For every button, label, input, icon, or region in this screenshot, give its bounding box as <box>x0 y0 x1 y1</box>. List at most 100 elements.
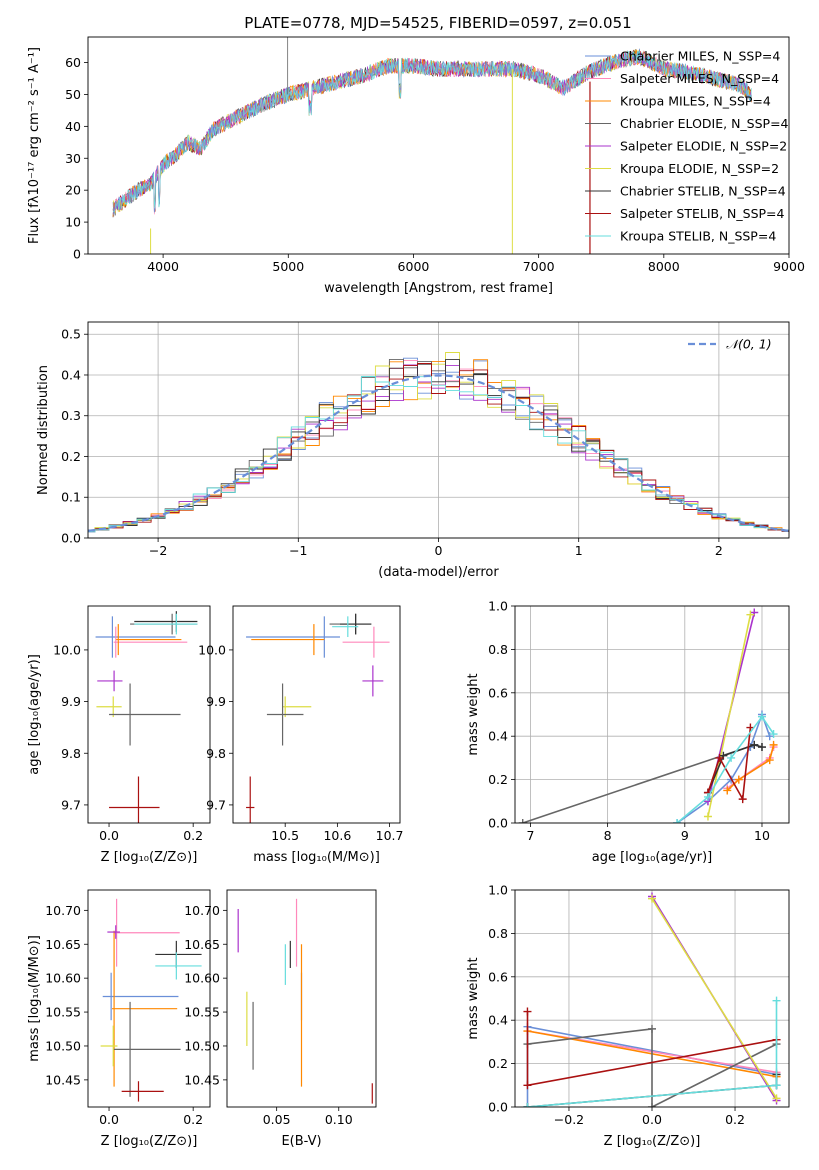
x-axis-label: Z [log₁₀(Z/Z⊙)] <box>604 1134 701 1149</box>
plot-area <box>95 611 198 823</box>
y-tick-label: 10.45 <box>45 1072 81 1087</box>
weight-marker <box>523 1007 532 1016</box>
x-tick-label: 0.05 <box>263 1112 291 1127</box>
x-tick-label: 0.2 <box>183 1112 203 1127</box>
y-tick-label: 0.0 <box>488 1100 508 1115</box>
weight-marker <box>703 812 712 821</box>
legend-label: Kroupa STELIB, N_SSP=4 <box>620 229 776 244</box>
weight-marker <box>648 1103 656 1107</box>
panel-age-vs-Z: 0.0 0.2 9.7 9.8 9.9 10.0 Z [log₁₀(Z/Z⊙)] age [l… <box>27 605 211 865</box>
y-tick-label: 0.8 <box>488 642 508 657</box>
y-tick-label: 9.9 <box>61 694 81 709</box>
panel-weight-vs-age: 7 8 9 10 0.0 0.2 0.4 0.6 0.8 1.0 age [log₁₀(age/yr… <box>466 599 790 865</box>
weight-line-5 <box>707 614 752 817</box>
y-tick-label: 9.8 <box>61 746 81 761</box>
panel-residuals: −2 −1 0 1 2 0.0 0.1 0.2 0.3 0.4 0.5 (data-model)/er… <box>36 321 790 580</box>
y-tick-label: 0.4 <box>488 1013 508 1028</box>
y-tick-label: 10.45 <box>184 1072 220 1087</box>
weight-marker <box>750 740 759 749</box>
weight-marker <box>648 1024 656 1033</box>
axes-frame <box>87 321 790 539</box>
x-tick-label: −2 <box>149 543 167 558</box>
histogram-series-8 <box>88 376 789 533</box>
x-tick-label: 7000 <box>523 259 555 274</box>
axes-frame <box>232 605 401 824</box>
y-axis-label: mass weight <box>466 673 481 755</box>
x-axis-label: wavelength [Angstrom, rest frame] <box>324 281 553 296</box>
x-tick-label: 6000 <box>398 259 430 274</box>
axes-frame <box>87 36 790 255</box>
x-tick-label: 0.2 <box>183 828 203 843</box>
x-tick-label: 0.0 <box>642 1112 662 1127</box>
weight-marker <box>727 753 736 762</box>
plots-layer: 4000 5000 6000 7000 8000 90000102030405060wav… <box>27 36 805 1149</box>
y-axis-label: age [log₁₀(age/yr)] <box>27 654 42 775</box>
y-tick-label: 40 <box>65 119 81 134</box>
y-tick-label: 0.2 <box>488 772 508 787</box>
weight-marker <box>673 819 682 823</box>
spectrum-line-8 <box>112 50 752 213</box>
x-tick-label: 0.0 <box>99 1112 119 1127</box>
plot-area <box>518 608 778 823</box>
y-tick-label: 10.0 <box>198 642 226 657</box>
weight-marker <box>703 792 712 801</box>
y-tick-label: 10.70 <box>184 903 220 918</box>
y-tick-label: 1.0 <box>488 883 508 898</box>
y-tick-label: 0.6 <box>488 685 508 700</box>
x-tick-label: 8000 <box>648 259 680 274</box>
x-tick-label: 1 <box>575 543 583 558</box>
legend-label: Salpeter STELIB, N_SSP=4 <box>620 206 785 221</box>
y-tick-label: 0.2 <box>488 1056 508 1071</box>
weight-marker <box>757 712 766 721</box>
legend-label: Salpeter ELODIE, N_SSP=2 <box>620 139 787 154</box>
y-tick-label: 20 <box>65 183 81 198</box>
y-tick-label: 1.0 <box>488 599 508 614</box>
plot-area <box>112 37 752 254</box>
x-tick-label: 0.10 <box>325 1112 353 1127</box>
weight-marker <box>765 756 774 765</box>
x-axis-label: (data-model)/error <box>378 565 499 580</box>
weight-marker <box>757 743 766 752</box>
x-axis-label: mass [log₁₀(M/M⊙)] <box>253 850 380 865</box>
y-tick-label: 0.4 <box>488 729 508 744</box>
legend-label: 𝒩(0, 1) <box>726 337 772 352</box>
x-tick-label: 0 <box>435 543 443 558</box>
y-tick-label: 0.0 <box>488 816 508 831</box>
weight-marker <box>746 610 755 619</box>
weight-line-3 <box>527 1027 777 1107</box>
x-tick-label: 9 <box>681 828 689 843</box>
panel-mass-vs-Z: 0.0 0.2 10.45 10.50 10.55 10.60 10.65 10.70 Z [l… <box>27 889 211 1149</box>
weight-line-2 <box>726 744 775 792</box>
x-tick-label: 0.2 <box>725 1112 745 1127</box>
x-axis-label: Z [log₁₀(Z/Z⊙)] <box>101 850 198 865</box>
y-tick-label: 10.55 <box>45 1005 81 1020</box>
y-tick-label: 9.7 <box>206 797 226 812</box>
y-tick-label: 0.6 <box>488 969 508 984</box>
weight-marker <box>772 1081 781 1090</box>
y-tick-label: 9.8 <box>206 746 226 761</box>
y-tick-label: 0.1 <box>61 490 81 505</box>
spectrum-line-0 <box>112 48 752 216</box>
plot-area <box>88 352 789 533</box>
x-tick-label: −0.2 <box>554 1112 584 1127</box>
x-tick-label: 10.6 <box>323 828 351 843</box>
axes-frame <box>87 605 211 824</box>
legend-label: Kroupa MILES, N_SSP=4 <box>620 94 771 109</box>
weight-marker <box>769 740 778 749</box>
y-tick-label: 0.2 <box>61 449 81 464</box>
spectrum-line-4 <box>112 52 752 214</box>
x-tick-label: 9000 <box>773 259 805 274</box>
x-axis-label: E(B-V) <box>281 1134 321 1149</box>
weight-marker <box>738 795 747 804</box>
axes-frame <box>514 889 790 1108</box>
histogram-series-6 <box>88 359 789 533</box>
weight-marker <box>734 775 743 784</box>
plot-area <box>100 898 202 1102</box>
axes-frame <box>226 889 377 1108</box>
weight-marker <box>772 1094 781 1103</box>
y-tick-label: 30 <box>65 151 81 166</box>
axes-frame <box>87 889 211 1108</box>
legend-label: Chabrier MILES, N_SSP=4 <box>620 49 780 64</box>
panel-mass-vs-EBV: 0.05 0.10 10.45 10.50 10.55 10.60 10.65 10.70 E(… <box>184 889 377 1149</box>
